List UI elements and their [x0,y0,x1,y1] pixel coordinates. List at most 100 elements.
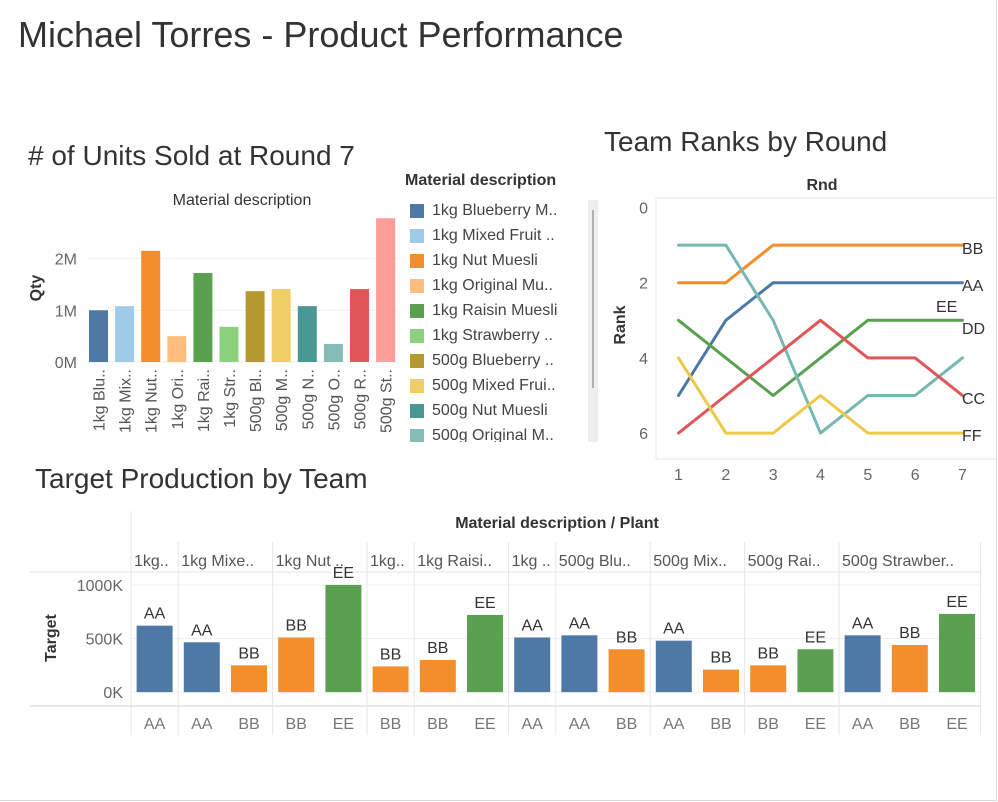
bar[interactable] [136,625,173,693]
bar[interactable] [376,218,396,362]
x-tick-label: 6 [911,467,920,484]
group-label: 1kg Nut .. [276,553,344,570]
x-tick-label: 500g Bl.. [248,369,265,432]
bar[interactable] [183,642,220,693]
bar[interactable] [115,306,135,362]
legend-item[interactable]: 1kg Raisin Muesli [410,298,592,323]
bar[interactable] [372,666,409,693]
bar[interactable] [750,665,787,693]
bar[interactable] [297,306,317,362]
legend-item[interactable]: 1kg Original Mu.. [410,273,592,298]
plant-label: BB [380,716,401,733]
bar-label: AA [522,617,544,634]
bar[interactable] [844,635,881,693]
x-tick-label: 500g O.. [326,369,343,430]
series-line[interactable] [677,243,964,285]
x-tick-label: 500g M.. [274,369,291,431]
legend-swatch [410,278,424,293]
dashboard-title: Michael Torres - Product Performance [18,14,624,55]
legend-item[interactable]: 500g Mixed Frui.. [410,373,592,398]
legend-item[interactable]: 1kg Mixed Fruit .. [410,223,592,248]
legend-item[interactable]: 500g Nut Muesli [410,398,592,423]
bar[interactable] [167,336,187,362]
units-sheet-title: # of Units Sold at Round 7 [28,140,355,171]
x-tick-label: 1kg Mix.. [118,369,135,433]
bar[interactable] [655,640,692,693]
legend-scrollbar-thumb[interactable] [592,210,594,388]
y-axis-label: Target [43,613,60,661]
legend-item[interactable]: 500g Blueberry .. [410,348,592,373]
bar[interactable] [325,584,362,693]
x-tick-label: 3 [769,467,778,484]
legend-item-label: 500g Mixed Frui.. [432,376,556,394]
plant-label: BB [238,716,259,733]
x-tick-label: 500g N.. [300,369,317,429]
ranks-line-chart[interactable]: Rnd Rank 0 2 4 6 1 2 3 4 5 6 7 BB AA EE DD CC FF [600,170,998,490]
bar[interactable] [939,613,975,693]
plant-label: BB [758,716,779,733]
legend-item-label: 500g Original M.. [432,426,554,443]
legend-item[interactable]: 500g Original M.. [410,423,592,442]
legend-item[interactable]: 1kg Nut Muesli [410,248,592,273]
bar[interactable] [891,644,928,693]
legend-item-label: 1kg Raisin Muesli [432,301,558,319]
y-tick-label: 0K [103,685,123,702]
legend-scrollbar[interactable] [588,200,598,442]
legend-item-label: 1kg Strawberry .. [432,326,553,344]
x-tick-label: 4 [816,467,825,484]
bar[interactable] [419,659,456,693]
bar[interactable] [219,326,239,362]
legend-swatch [410,228,424,243]
series-label: DD [962,321,985,338]
legend-item[interactable]: 1kg Strawberry .. [410,323,592,348]
bar[interactable] [278,637,315,693]
series-line[interactable] [677,318,964,435]
plant-label: AA [522,716,544,733]
x-tick-label: 500g St.. [379,369,396,433]
legend-item-label: 500g Blueberry .. [432,351,554,369]
group-label: 1kg Mixe.. [181,553,254,570]
legend-item-label: 1kg Nut Muesli [432,251,538,269]
bar-label: AA [852,615,874,632]
bar[interactable] [467,614,503,693]
bar-label: BB [380,646,401,663]
bar[interactable] [231,665,267,693]
bar[interactable] [350,289,369,362]
bar[interactable] [89,310,108,362]
bar[interactable] [323,343,343,362]
bar-label: AA [144,606,166,623]
bar[interactable] [514,637,551,693]
x-tick-label: 1kg Ori.. [170,369,187,429]
series-line[interactable] [677,356,964,435]
bar[interactable] [245,291,265,362]
legend-list[interactable]: 1kg Blueberry M.. 1kg Mixed Fruit .. 1kg N… [410,198,592,442]
bar[interactable] [608,649,645,693]
plant-label: EE [474,716,495,733]
x-tick-label: 1kg Blu.. [92,369,109,431]
series-line[interactable] [677,281,964,397]
bar[interactable] [797,649,834,693]
bar-label: BB [899,625,920,642]
series-label: BB [962,241,983,258]
legend-item[interactable]: 1kg Blueberry M.. [410,198,592,223]
units-bar-chart[interactable]: Material description Qty 0M 1M 2M 1kg Blu.. 1k… [0,180,400,442]
group-label: 1kg.. [134,553,169,570]
bar[interactable] [703,669,739,693]
plant-label: EE [946,716,967,733]
x-header: Material description / Plant [455,515,659,532]
target-bar-chart[interactable]: Material description / Plant Target 0K 500K… [0,505,998,750]
series-line[interactable] [677,243,964,435]
group-label: 1kg.. [370,553,405,570]
bar[interactable] [193,273,213,362]
series-line[interactable] [677,318,964,397]
group-label: 1kg Raisi.. [417,553,492,570]
y-tick-label: 4 [639,351,648,368]
series-label: CC [962,391,985,408]
plant-label: AA [663,716,685,733]
bar[interactable] [561,635,598,693]
bar[interactable] [271,289,291,362]
bar-label: AA [191,622,213,639]
y-tick-label: 500K [86,632,124,649]
bar[interactable] [141,250,161,362]
ranks-sheet-title: Team Ranks by Round [604,126,888,157]
